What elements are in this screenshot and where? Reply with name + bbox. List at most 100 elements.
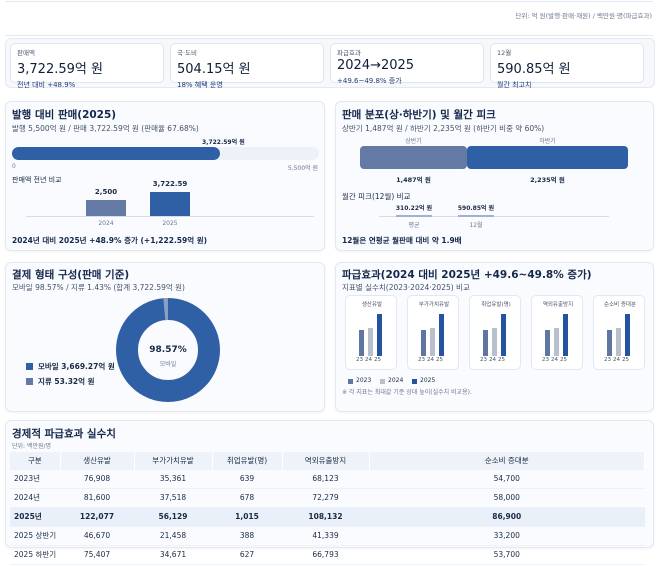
indicator-name: 순소비 증대분 [603, 302, 637, 308]
baseline [26, 216, 314, 217]
year-tick: 24 [365, 357, 372, 363]
bar-2024 [492, 327, 497, 356]
table-row: 2025 하반기 75,407 34,671 627 66,793 53,700 [10, 545, 645, 564]
panel-subtitle: 상반기 1,487억 원 / 하반기 2,235억 원 (하반기 비중 약 60… [342, 124, 545, 133]
bar-2025 [150, 192, 190, 216]
year-tick: 23 [604, 357, 611, 363]
donut-slice-paper [116, 297, 220, 402]
bar-2023 [545, 329, 550, 356]
indicator-name: 생산유발 [361, 302, 383, 308]
legend-label: 지류 53.32억 원 [38, 377, 95, 386]
table-row: 2025년 122,077 56,129 1,015 108,132 86,900 [10, 507, 645, 526]
economic-effect-panel: 파급효과(2024 대비 2025년 +49.6~49.8% 증가) 지표별 실… [335, 262, 654, 412]
kpi-value: 504.15억 원 [177, 62, 251, 77]
bar-2024 [430, 327, 435, 356]
panel-title: 경제적 파급효과 실수치 [12, 428, 116, 440]
table-cell: 627 [239, 550, 255, 559]
effect-table-panel: 경제적 파급효과 실수치 단위: 백만원/명 [5, 420, 654, 548]
table-cell: 639 [239, 474, 255, 483]
kpi-label: 12월 [497, 49, 512, 57]
table-cell: 388 [239, 531, 255, 540]
half-bar-1 [467, 146, 628, 169]
indicator-chart: 취업유발(명) 23 24 25 [469, 295, 521, 370]
table-row: 2024년 81,600 37,518 678 72,279 58,000 [10, 488, 645, 507]
compare-title: 판매액 전년 비교 [12, 176, 62, 184]
table-cell: 108,132 [282, 507, 369, 526]
year-tick: 23 [356, 357, 363, 363]
year-tick: 24 [489, 357, 496, 363]
kpi-sub: +49.6~49.8% 증가 [337, 77, 402, 85]
year-tick: 25 [436, 357, 443, 363]
kpi-card: 12월 590.85억 원 월간 최고치 [490, 43, 644, 89]
bar-2025 [625, 314, 630, 356]
indicator-name: 취업유발(명) [481, 302, 511, 308]
panel-subtitle: 모바일 98.57% / 지류 1.43% (합계 3,722.59억 원) [12, 283, 185, 292]
table-cell: 37,518 [159, 493, 187, 502]
axis-max: 5,500억 원 [287, 165, 318, 172]
indicator-name: 역외유출방지 [542, 302, 574, 308]
legend-label: 2024 [388, 377, 404, 384]
peak-name: 12월 [469, 222, 483, 229]
half-name: 하반기 [539, 138, 556, 145]
indicator-chart: 생산유발 23 24 25 [345, 295, 397, 370]
year-tick: 24 [613, 357, 620, 363]
indicator-chart: 부가가치유발 23 24 25 [407, 295, 459, 370]
table-cell: 2025 하반기 [14, 550, 57, 559]
table-cell: 86,900 [369, 507, 645, 526]
table-cell: 122,077 [60, 507, 134, 526]
progress-fill [12, 147, 220, 160]
bar-2024 [368, 327, 373, 356]
progress-label: 3,722.59억 원 [202, 139, 245, 146]
peak-value: 310.22억 원 [395, 205, 433, 212]
table-cell: 678 [239, 493, 255, 502]
kpi-card: 파급효과 2024→2025 +49.6~49.8% 증가 [330, 43, 484, 85]
year-tick: 23 [418, 357, 425, 363]
bar-2025 [377, 314, 382, 356]
legend-swatch [412, 379, 417, 384]
legend-swatch [26, 378, 33, 385]
kpi-value: 3,722.59억 원 [17, 62, 103, 77]
chart-note: ※ 각 지표는 최대값 기준 상대 높이(실수치 비교용). [342, 389, 472, 396]
year-tick: 25 [498, 357, 505, 363]
bar-value-label: 2,500 [94, 187, 118, 196]
bar-2025 [439, 314, 444, 356]
kpi-label: 판매액 [17, 49, 35, 57]
bar-2025 [501, 314, 506, 356]
legend-swatch [26, 363, 33, 370]
sales-progress-bar [12, 147, 319, 160]
bar-2023 [607, 329, 612, 356]
bar-2023 [421, 329, 426, 356]
table-cell: 34,671 [159, 550, 187, 559]
table-cell: 54,700 [493, 474, 520, 483]
donut-center-label: 모바일 [159, 361, 177, 368]
table-cell: 66,793 [312, 550, 339, 559]
donut-center-value: 98.57% [149, 345, 187, 355]
bar-2024 [86, 199, 126, 216]
year-tick: 25 [560, 357, 567, 363]
column-header: 구분 [10, 452, 61, 469]
divider [5, 35, 653, 36]
kpi-card: 국·도비 504.15억 원 18% 혜택 운영 [170, 43, 324, 89]
table-row: 2023년 76,908 35,361 639 68,123 54,700 [10, 469, 645, 488]
effect-table: 구분 생산유발 부가가치유발 취업유발(명) 역외유출방지 순소비 증대분 2023년 76… [10, 452, 645, 565]
half-value: 2,235억 원 [530, 176, 565, 184]
table-cell: 2025년 [10, 507, 60, 526]
year-tick: 25 [374, 357, 381, 363]
legend-swatch [380, 379, 385, 384]
kpi-label: 국·도비 [177, 49, 198, 57]
year-tick: 25 [622, 357, 629, 363]
table-cell: 2023년 [14, 474, 40, 483]
panel-footer: 2024년 대비 2025년 +48.9% 증가 (+1,222.59억 원) [12, 236, 208, 245]
table-cell: 75,407 [83, 550, 111, 559]
indicator-chart: 순소비 증대분 23 24 25 [593, 295, 645, 370]
year-tick: 24 [551, 357, 558, 363]
kpi-sub: 18% 혜택 운영 [177, 81, 223, 89]
bar-2024 [616, 327, 621, 356]
half-bar-0 [360, 146, 468, 169]
peak-value: 590.85억 원 [457, 205, 495, 212]
donut-slice-mobile [116, 298, 220, 402]
half-value: 1,487억 원 [396, 176, 431, 184]
divider [5, 1, 653, 2]
panel-title: 발행 대비 판매(2025) [12, 109, 117, 121]
kpi-value: 590.85억 원 [497, 62, 571, 77]
